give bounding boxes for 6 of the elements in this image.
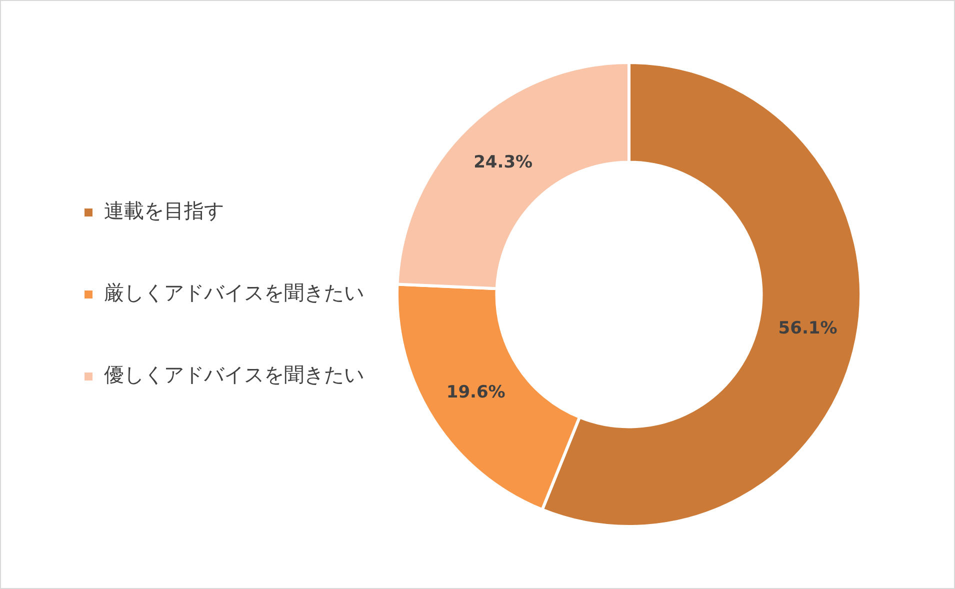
data-label: 24.3% [474,152,533,172]
data-label: 19.6% [446,382,506,402]
legend-label: 優しくアドバイスを聞きたい [104,362,364,387]
data-label: 56.1% [778,318,838,339]
legend-label: 連載を目指す [104,198,224,223]
legend-label: 厳しくアドバイスを聞きたい [104,280,364,305]
